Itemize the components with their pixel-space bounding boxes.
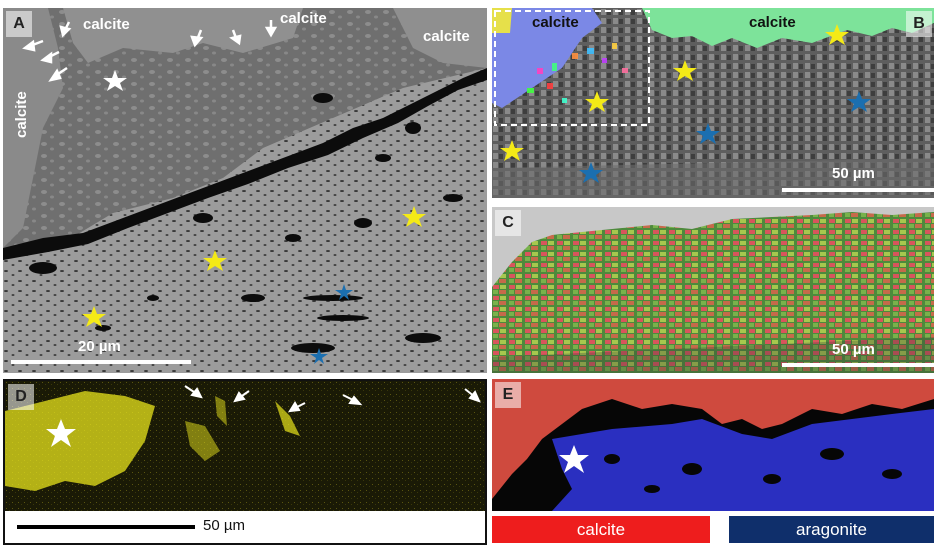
- yellow-star-icon: [585, 91, 609, 112]
- panel-c: C 50 µm: [492, 207, 934, 373]
- scale-label-a: 20 µm: [78, 338, 121, 355]
- white-star-icon: [559, 445, 589, 473]
- scale-bar-c: [782, 363, 934, 367]
- panel-e-image: [492, 379, 934, 511]
- panel-b-label: B: [906, 11, 932, 37]
- panel-a-stars: [82, 70, 426, 364]
- yellow-star-icon: [402, 206, 426, 227]
- panel-d-label: D: [8, 384, 34, 410]
- legend-calcite: calcite: [492, 516, 710, 543]
- yellow-star-icon: [673, 60, 697, 81]
- panel-a: A calcite calcite calcite calcite 20 µm: [3, 8, 487, 373]
- panel-a-image: [3, 8, 487, 373]
- white-star-icon: [103, 70, 127, 91]
- panel-a-label: A: [6, 11, 32, 37]
- blue-star-icon: [696, 123, 720, 144]
- yellow-star-icon: [82, 306, 106, 327]
- calcite-label-a3: calcite: [423, 28, 470, 45]
- yellow-star-icon: [203, 250, 227, 271]
- scale-bar-d: [17, 525, 195, 529]
- panel-d: 50 µm D: [3, 379, 487, 545]
- scale-label-d: 50 µm: [203, 517, 245, 534]
- panel-c-image: [492, 207, 934, 373]
- yellow-star-icon: [825, 24, 849, 45]
- white-star-icon: [46, 419, 76, 447]
- calcite-label-b2: calcite: [749, 14, 796, 31]
- panel-b: calcite calcite B 50 µm: [492, 8, 934, 198]
- calcite-label-a1: calcite: [83, 16, 130, 33]
- blue-star-icon: [310, 348, 328, 364]
- calcite-label-a2: calcite: [280, 10, 327, 27]
- scale-bar-b: [782, 188, 934, 192]
- calcite-label-b1: calcite: [532, 14, 579, 31]
- yellow-star-icon: [500, 140, 524, 161]
- panel-e-label: E: [495, 382, 521, 408]
- panel-c-label: C: [495, 210, 521, 236]
- panel-d-image: [5, 381, 485, 511]
- legend-aragonite: aragonite: [729, 516, 934, 543]
- blue-star-icon: [847, 91, 871, 112]
- blue-star-icon: [335, 284, 353, 300]
- scale-bar-a: [11, 360, 191, 364]
- blue-star-icon: [579, 162, 603, 183]
- panel-e: E calcite aragonite: [492, 379, 934, 545]
- scale-label-c: 50 µm: [832, 341, 875, 358]
- scale-label-b: 50 µm: [832, 165, 875, 182]
